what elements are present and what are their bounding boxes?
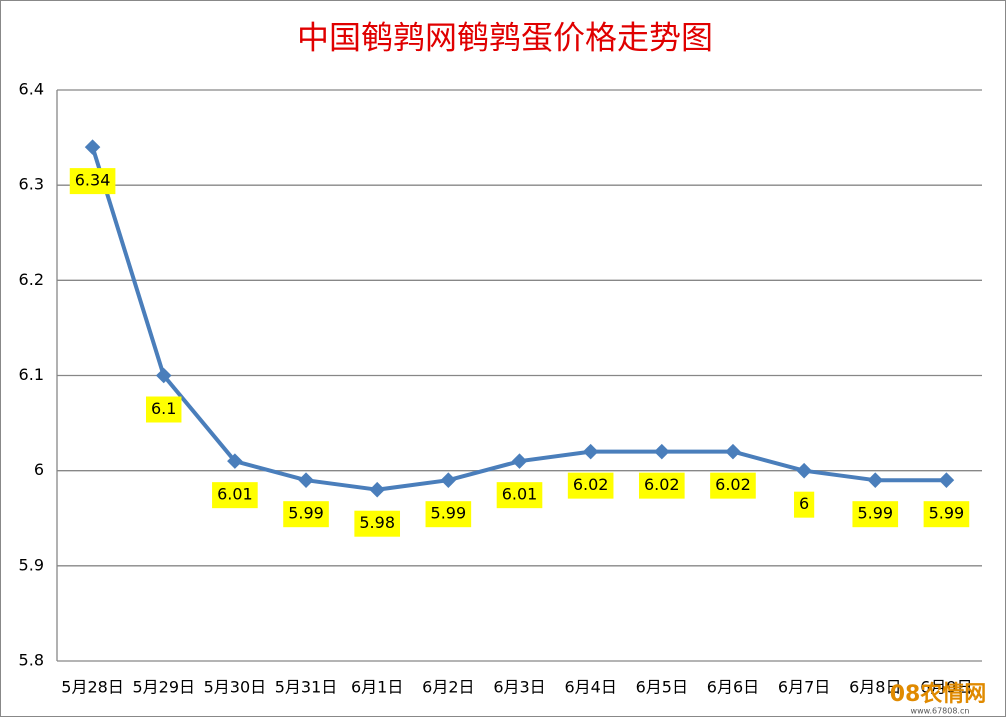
watermark-url: www.67808.cn xyxy=(911,707,970,716)
y-tick-label: 5.9 xyxy=(19,555,44,574)
data-label: 5.98 xyxy=(359,513,395,532)
data-label-bg xyxy=(283,501,329,528)
x-tick-label: 6月1日 xyxy=(351,678,403,697)
data-label-bg xyxy=(852,501,899,528)
chart-title: 中国鹌鹑网鹌鹑蛋价格走势图 xyxy=(297,19,713,57)
data-label: 6.1 xyxy=(151,399,176,418)
point-marker xyxy=(84,139,101,155)
data-label: 6.01 xyxy=(502,485,538,504)
data-label-bg xyxy=(794,491,815,518)
y-tick-label: 6.3 xyxy=(19,175,44,194)
data-label-bg xyxy=(146,396,182,423)
x-tick-label: 6月2日 xyxy=(422,678,474,697)
y-tick-label: 5.8 xyxy=(19,651,44,670)
x-tick-label: 5月30日 xyxy=(204,678,267,697)
data-label-bg xyxy=(923,501,970,528)
point-marker xyxy=(227,453,243,469)
data-label: 6.02 xyxy=(715,475,751,494)
x-tick-label: 5月28日 xyxy=(61,678,124,697)
data-label-bg xyxy=(567,472,614,499)
y-tick-label: 6.2 xyxy=(19,270,44,289)
data-label: 5.99 xyxy=(288,504,324,523)
y-tick-label: 6 xyxy=(34,460,44,479)
data-label-bg xyxy=(354,510,401,537)
data-label: 5.99 xyxy=(929,504,965,523)
x-tick-label: 6月9日 xyxy=(920,678,972,697)
x-tick-label: 6月5日 xyxy=(636,678,688,697)
data-label: 6.34 xyxy=(75,171,111,190)
data-label-bg xyxy=(710,472,756,499)
data-label: 6.01 xyxy=(217,485,253,504)
y-tick-label: 6.1 xyxy=(19,365,44,384)
point-marker xyxy=(155,367,172,384)
x-tick-label: 5月31日 xyxy=(275,678,338,697)
data-label: 5.99 xyxy=(857,504,893,523)
data-label-bg xyxy=(496,482,543,509)
data-label-bg xyxy=(212,482,258,509)
data-label-bg xyxy=(69,168,116,195)
x-tick-label: 6月3日 xyxy=(493,678,545,697)
x-tick-label: 5月29日 xyxy=(132,678,195,697)
x-tick-label: 6月8日 xyxy=(849,678,901,697)
plot-area: 5.8 5.9 6 6.1 6.2 6.3 6.4 5月28日 5月29日 5月30日 5月31日 6… xyxy=(19,80,982,697)
x-tick-label: 6月4日 xyxy=(564,678,616,697)
data-label: 6.02 xyxy=(644,475,680,494)
data-label-bg xyxy=(638,472,685,499)
watermark: 08农情网 xyxy=(890,681,987,707)
data-label: 6.02 xyxy=(573,475,609,494)
x-tick-label: 6月7日 xyxy=(778,678,830,697)
data-label-bg xyxy=(425,501,472,528)
x-tick-label: 6月6日 xyxy=(707,678,759,697)
y-tick-label: 6.4 xyxy=(19,80,44,99)
data-label: 5.99 xyxy=(431,504,467,523)
data-label: 6 xyxy=(799,494,809,513)
